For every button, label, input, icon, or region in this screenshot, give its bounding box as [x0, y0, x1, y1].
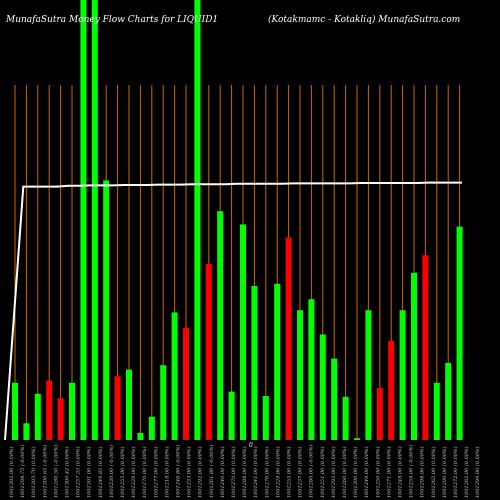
x-tick-label: 1001237.00 (0.00%)	[297, 446, 304, 498]
bar	[388, 341, 395, 440]
bar	[319, 334, 326, 440]
bar	[240, 224, 246, 440]
x-tick-label: 1001248.00 (0.00%)	[397, 446, 404, 498]
x-tick-label: 1001262.00 (0.00%)	[430, 446, 437, 498]
bar	[228, 391, 235, 440]
bar	[160, 365, 167, 440]
x-tick-label: 1001230.00 (-0.00%)	[108, 445, 115, 498]
bar	[297, 310, 303, 440]
x-tick-label: 1001298.00 (0.00%)	[419, 446, 426, 498]
x-tick-label: 1001300.42 (0.00%)	[64, 446, 71, 498]
bar	[80, 0, 87, 440]
x-tick-label: 1001277.00 (0.00%)	[152, 446, 159, 498]
x-tick-label: 1001270.00 (0.00%)	[230, 446, 237, 498]
bar	[205, 264, 212, 440]
bar	[399, 310, 406, 440]
bar	[12, 382, 18, 440]
chart-title-right: (Kotakmamc - Kotakliq) MunafaSutra.com	[268, 14, 460, 25]
bar	[251, 286, 258, 440]
bar	[114, 376, 121, 440]
x-tick-label: 1001262.00 (0.00%)	[463, 446, 470, 498]
x-tick-label: 1001300.65 (-0.00%)	[41, 445, 48, 498]
x-tick-label: 1001240.00 (0.00%)	[219, 446, 226, 498]
bar	[308, 299, 315, 440]
x-tick-label: 1001249.85 (0.00%)	[97, 446, 104, 498]
x-tick-label: 1001288.00 (0.00%)	[241, 446, 248, 498]
bar	[23, 423, 30, 440]
x-tick-label: 1001276.00 (0.00%)	[263, 446, 270, 498]
x-tick-label: 1001299.00 (0.00%)	[474, 446, 481, 498]
x-tick-label: 1001290.00 (0.00%)	[441, 446, 448, 498]
x-tick-label: 1001280.50 (-0.00%)	[52, 445, 59, 498]
x-tick-label: 1001271.00 (0.00%)	[385, 446, 392, 498]
bar-series	[12, 0, 463, 440]
x-tick-label: 1001233.00 (0.00%)	[186, 446, 193, 498]
zero-label: 0	[249, 442, 253, 449]
bar	[46, 380, 53, 440]
x-tick-label: 1001302.00 (0.00%)	[8, 446, 15, 498]
bar	[433, 382, 440, 440]
x-tick-label: 1001218.00 (0.00%)	[163, 446, 170, 498]
x-tick-label: 1001293.00 (0.00%)	[330, 446, 337, 498]
bar	[69, 382, 75, 440]
x-tick-label: 1001270.00 (0.00%)	[141, 446, 148, 498]
x-tick-label: 1001255.00 (0.00%)	[119, 446, 126, 498]
x-tick-label: 1001229.00 (0.00%)	[274, 446, 281, 498]
x-tick-label: 1001261.80 (-0.00%)	[208, 445, 215, 498]
bar	[376, 388, 383, 440]
x-tick-label: 1001300.00 (0.00%)	[352, 446, 359, 498]
x-tick-label: 1001292.00 (0.00%)	[197, 446, 204, 498]
bar	[103, 180, 110, 440]
bar	[57, 398, 64, 440]
bar	[148, 416, 155, 440]
bar	[183, 327, 189, 440]
x-tick-label: 1001280.00 (-0.00%)	[308, 445, 315, 498]
bar	[34, 393, 41, 440]
bar	[331, 358, 338, 440]
bar	[411, 272, 417, 440]
x-tick-label: 1001260.00 (0.00%)	[341, 446, 348, 498]
bar	[194, 0, 201, 440]
bar	[217, 211, 224, 440]
x-tick-label: 1001259.00 (-0.00%)	[408, 445, 415, 498]
x-tick-label: 1001257.35 (0.00%)	[75, 446, 82, 498]
x-tick-label: 1001250.00 (0.00%)	[374, 446, 381, 498]
bar	[91, 0, 98, 440]
x-tick-label: 1001251.00 (0.00%)	[319, 446, 326, 498]
bar	[274, 283, 281, 440]
bar	[365, 310, 372, 440]
trend-line	[4, 181, 462, 441]
x-tick-label: 1001249.00 (0.00%)	[363, 446, 370, 498]
chart-title-left: MunafaSutra Money Flow Charts for LIQUID…	[5, 15, 218, 25]
bar	[445, 363, 452, 440]
bar	[171, 312, 178, 440]
bar	[456, 226, 463, 440]
x-tick-label: 1001246.80 (-0.00%)	[175, 445, 182, 498]
x-tick-label: 1001303.70 (0.00%)	[30, 446, 37, 498]
bar	[285, 237, 292, 440]
x-tick-labels: 1001302.00 (0.00%) 1001298.75 (-0.00%) 100…	[8, 445, 481, 498]
x-tick-label: 1001272.00 (0.00%)	[452, 446, 459, 498]
x-tick-label: 1001229.00 (0.00%)	[130, 446, 137, 498]
x-tick-label: 1001301.00 (0.00%)	[86, 446, 93, 498]
bar	[354, 438, 360, 440]
bar	[137, 432, 144, 440]
x-tick-label: 1001241.00 (0.00%)	[252, 446, 259, 498]
x-tick-label: 1001255.00 (0.00%)	[286, 446, 293, 498]
bar	[126, 369, 132, 440]
x-tick-label: 1001298.75 (-0.00%)	[19, 445, 26, 498]
bar	[262, 396, 269, 440]
bar	[342, 396, 349, 440]
bar	[422, 255, 429, 440]
